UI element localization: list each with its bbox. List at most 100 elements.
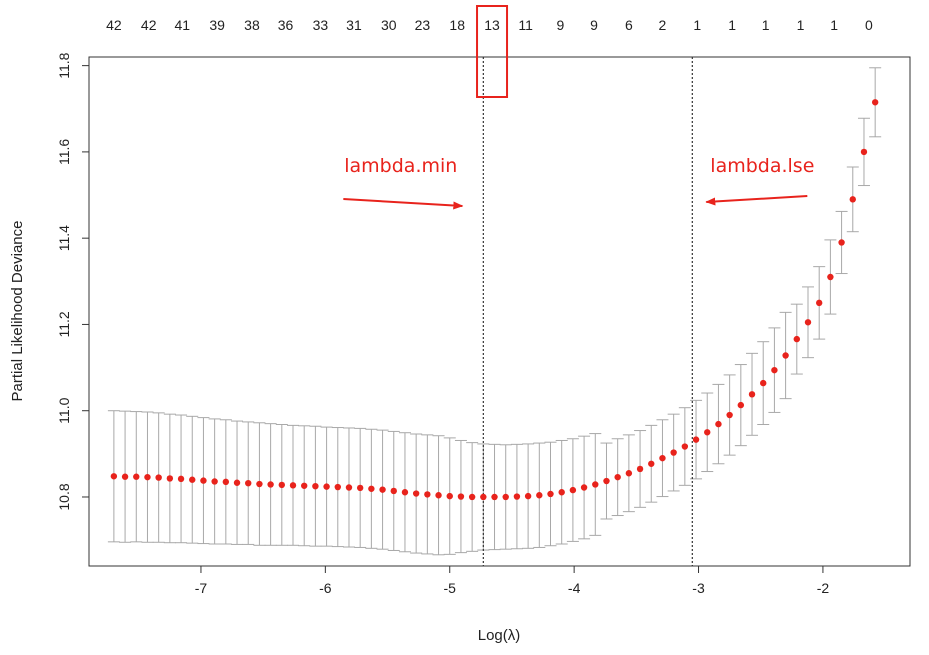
- data-point: [502, 493, 509, 501]
- y-axis: 10.8 11.0 11.2 11.4 11.6 11.8: [56, 52, 89, 511]
- data-point: [200, 477, 207, 484]
- data-point: [782, 352, 789, 359]
- data-point: [726, 411, 733, 419]
- data-point: [301, 482, 308, 489]
- data-point: [670, 449, 677, 456]
- data-point: [692, 436, 700, 443]
- x-tick-label: -5: [444, 580, 457, 596]
- arrow-lambda-lse: [705, 195, 808, 206]
- y-axis-title: Partial Likelihood Deviance: [9, 221, 26, 402]
- top-axis-label: 23: [415, 17, 431, 33]
- data-point: [614, 473, 621, 481]
- annotation-lambda-min: lambda.min: [344, 155, 457, 177]
- top-axis: 42 42 41 39 38 36 33 31 30 23 18 13 11 9 9 6 2 1 1 1 1 1 0: [106, 17, 873, 33]
- y-tick-label: 10.8: [56, 483, 72, 510]
- data-point: [356, 484, 364, 492]
- top-axis-label: 36: [278, 17, 294, 33]
- top-axis-label: 9: [557, 17, 565, 33]
- data-point: [569, 486, 577, 494]
- top-axis-label: 42: [106, 17, 122, 33]
- data-point: [189, 476, 196, 483]
- data-point: [267, 481, 274, 488]
- highlight-box: [476, 5, 509, 98]
- data-point: [815, 299, 823, 307]
- data-point: [603, 477, 610, 485]
- top-axis-label: 42: [141, 17, 157, 33]
- data-point: [435, 492, 442, 499]
- data-point: [636, 465, 644, 473]
- data-point: [155, 474, 162, 481]
- data-point: [278, 481, 286, 489]
- x-axis: -7 -6 -5 -4 -3 -2: [195, 566, 830, 596]
- arrow-lambda-min: [343, 198, 464, 210]
- annotation-lambda-lse: lambda.lse: [710, 155, 814, 177]
- y-tick-label: 11.8: [56, 52, 72, 78]
- data-point: [457, 493, 465, 500]
- x-tick-label: -2: [817, 580, 830, 596]
- data-point: [748, 391, 756, 398]
- data-point: [871, 99, 879, 106]
- top-axis-label: 39: [209, 17, 225, 33]
- data-point: [580, 484, 588, 491]
- y-tick-label: 11.2: [56, 311, 72, 337]
- x-tick-label: -6: [319, 580, 332, 596]
- data-point: [648, 460, 655, 467]
- data-point: [233, 479, 241, 486]
- top-axis-label: 30: [381, 17, 397, 33]
- top-axis-label: 2: [659, 17, 667, 33]
- data-point: [412, 490, 420, 497]
- data-point: [256, 480, 263, 488]
- top-axis-label: 9: [590, 17, 598, 33]
- data-point: [860, 148, 868, 156]
- data-point: [536, 492, 543, 499]
- top-axis-label: 1: [728, 17, 736, 33]
- top-axis-label: 1: [830, 17, 838, 33]
- data-point: [289, 482, 297, 489]
- x-tick-label: -3: [692, 580, 705, 596]
- data-point: [771, 366, 778, 374]
- data-point: [368, 485, 375, 492]
- data-point: [121, 473, 129, 480]
- data-point: [793, 335, 801, 343]
- y-tick-label: 11.0: [56, 397, 72, 423]
- top-axis-label: 1: [762, 17, 770, 33]
- data-point: [468, 493, 476, 501]
- data-point: [513, 493, 521, 500]
- data-point: [379, 486, 386, 493]
- data-points: [110, 99, 879, 501]
- top-axis-label: 1: [693, 17, 701, 33]
- x-axis-title: Log(λ): [478, 627, 521, 644]
- annotations: lambda.min lambda.lse: [343, 155, 814, 210]
- data-point: [491, 493, 498, 501]
- data-point: [760, 379, 767, 387]
- top-axis-label: 31: [346, 17, 362, 33]
- data-point: [625, 470, 633, 477]
- data-point: [345, 484, 353, 491]
- data-point: [659, 454, 666, 462]
- data-point: [323, 483, 330, 490]
- top-axis-label: 6: [625, 17, 633, 33]
- data-point: [480, 493, 487, 501]
- data-point: [804, 319, 812, 326]
- data-point: [424, 491, 431, 498]
- data-point: [838, 239, 845, 246]
- data-point: [715, 420, 722, 428]
- data-point: [110, 473, 118, 480]
- top-axis-label: 13: [484, 17, 500, 33]
- data-point: [737, 401, 745, 409]
- data-point: [592, 481, 599, 488]
- data-point: [144, 473, 151, 481]
- data-point: [222, 478, 230, 486]
- top-axis-label: 18: [449, 17, 465, 33]
- data-point: [681, 443, 689, 450]
- data-point: [211, 478, 218, 485]
- data-point: [401, 489, 409, 496]
- data-point: [704, 429, 711, 436]
- top-axis-label: 1: [797, 17, 805, 33]
- y-tick-label: 11.6: [56, 139, 72, 165]
- data-point: [547, 490, 554, 498]
- data-point: [558, 489, 565, 496]
- data-point: [849, 196, 856, 203]
- top-axis-label: 11: [518, 17, 533, 33]
